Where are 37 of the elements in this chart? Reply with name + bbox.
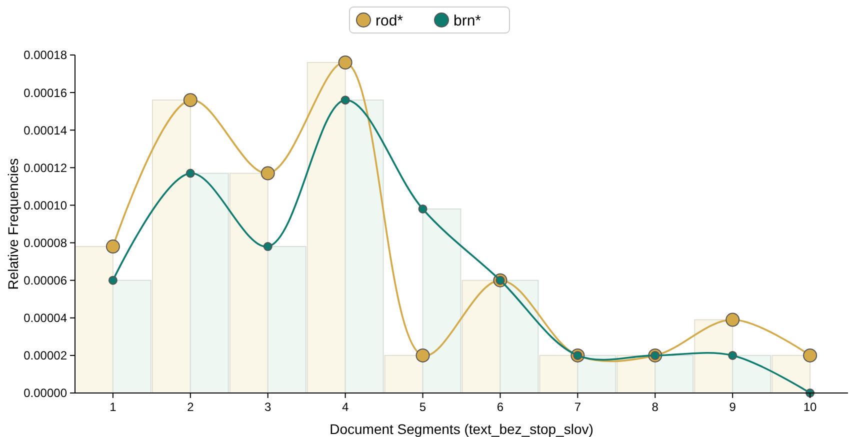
point	[260, 166, 275, 180]
x-tick-label: 3	[264, 400, 272, 414]
point	[728, 350, 738, 360]
y-tick-label: 0.00016	[24, 86, 68, 100]
y-tick-label: 0.00018	[24, 48, 68, 62]
point	[418, 204, 428, 214]
point	[338, 56, 352, 70]
x-tick-label: 10	[803, 400, 818, 414]
x-tick-label: 5	[419, 400, 426, 414]
point	[108, 276, 118, 285]
point	[106, 240, 120, 254]
y-tick-label: 0.00008	[24, 236, 68, 250]
y-tick-label: 0.00002	[24, 348, 68, 363]
y-tick-label: 0.00014	[24, 123, 68, 138]
point	[183, 93, 198, 108]
x-tick-label: 2	[187, 400, 194, 414]
x-tick-label: 9	[729, 400, 736, 414]
point	[416, 348, 430, 362]
x-tick-label: 6	[496, 400, 504, 414]
x-tick-label: 8	[652, 400, 659, 414]
point	[726, 312, 740, 327]
x-tick-label: 7	[574, 400, 582, 414]
legend-label: rod*	[376, 12, 404, 30]
legend-label: brn*	[454, 12, 482, 30]
y-tick-label: 0.00012	[24, 160, 68, 175]
x-axis-title: Document Segments (text_bez_stop_slov)	[330, 421, 594, 437]
y-tick-label: 0.00004	[24, 311, 68, 326]
point	[263, 242, 272, 252]
point	[340, 96, 350, 105]
point	[803, 348, 818, 362]
y-tick-label: 0.00006	[24, 274, 68, 288]
x-tick-label: 4	[342, 400, 349, 414]
y-tick-label: 0.00000	[24, 386, 68, 400]
y-axis-title: Relative Frequencies	[5, 158, 21, 290]
y-tick-label: 0.00010	[24, 198, 68, 212]
point	[186, 168, 195, 178]
x-tick-label: 1	[110, 400, 117, 414]
